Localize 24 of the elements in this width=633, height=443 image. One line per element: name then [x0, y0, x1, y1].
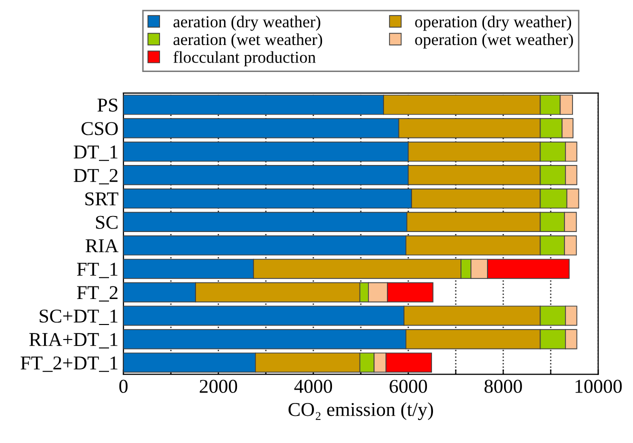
y-tick-label: RIA+DT_1: [29, 333, 118, 348]
y-tick-label: CSO: [82, 122, 118, 136]
x-tick-label: 0: [119, 380, 128, 393]
x-tick-label: 8000: [484, 380, 522, 393]
x-tick-label: 2000: [200, 380, 238, 393]
y-tick-label: FT_1: [77, 262, 118, 278]
y-tick-label: SC+DT_1: [40, 310, 118, 325]
y-tick-label: SC: [96, 216, 118, 229]
legend-label: operation (wet weather): [415, 33, 573, 49]
y-tick-label: SRT: [85, 192, 118, 206]
x-tick-label: 6000: [390, 380, 427, 393]
x-tick-label: 4000: [294, 380, 332, 393]
legend-label: flocculant production: [173, 51, 316, 66]
y-tick-label: PS: [98, 98, 118, 112]
y-tick-label: DT_1: [74, 146, 118, 161]
x-tick-label: 10000: [576, 380, 622, 393]
y-tick-label: FT_2+DT_1: [20, 356, 118, 372]
y-tick-label: DT_2: [74, 168, 118, 184]
legend-label: aeration (wet weather): [174, 33, 322, 49]
y-tick-label: RIA: [86, 239, 118, 252]
legend-label: aeration (dry weather): [174, 16, 320, 31]
y-tick-label: FT_2: [77, 286, 118, 302]
x-axis-title: CO₂ emission (t/y): [288, 402, 434, 420]
legend-label: operation (dry weather): [415, 16, 572, 31]
